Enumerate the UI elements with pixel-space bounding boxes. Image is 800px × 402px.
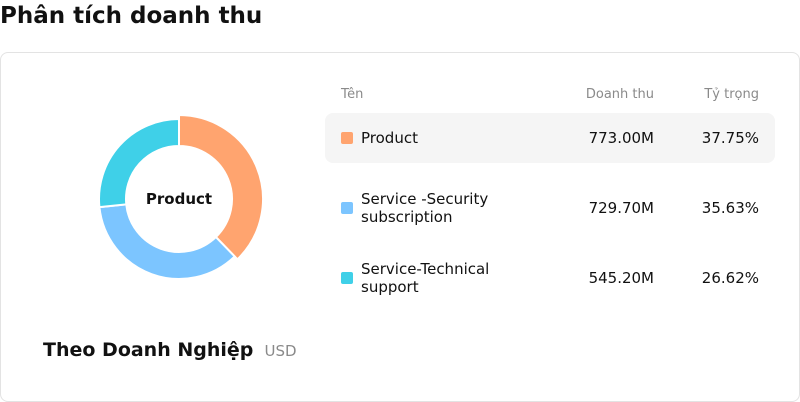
table-header: Tên Doanh thu Tỷ trọng (325, 78, 775, 113)
column-header-name: Tên (341, 87, 364, 102)
donut-slice-0[interactable] (178, 115, 263, 261)
chart-caption: Theo Doanh Nghiệp USD (43, 336, 297, 364)
table-row[interactable]: Product 773.00M 37.75% (325, 113, 775, 163)
row-share: 26.62% (701, 269, 759, 287)
table-row[interactable]: Service-Technical support 545.20M 26.62% (325, 253, 775, 303)
row-name: Product (361, 129, 418, 147)
row-revenue: 545.20M (588, 269, 654, 287)
row-revenue: 729.70M (588, 199, 654, 217)
revenue-table: Tên Doanh thu Tỷ trọng Product 773.00M 3… (325, 78, 775, 323)
table-row[interactable]: Service -Security subscription 729.70M 3… (325, 183, 775, 233)
donut-slice-1[interactable] (98, 203, 237, 280)
chart-caption-title: Theo Doanh Nghiệp (43, 339, 254, 361)
donut-slice-2[interactable] (98, 117, 180, 209)
page-title: Phân tích doanh thu (0, 3, 263, 29)
chart-caption-unit: USD (264, 342, 297, 360)
row-revenue: 773.00M (588, 129, 654, 147)
legend-swatch (341, 202, 353, 214)
row-share: 35.63% (701, 199, 759, 217)
row-share: 37.75% (701, 129, 759, 147)
row-name: Service -Security subscription (361, 190, 489, 226)
legend-swatch (341, 132, 353, 144)
donut-center-label: Product (146, 190, 212, 208)
column-header-revenue: Doanh thu (585, 87, 654, 102)
row-name: Service-Technical support (361, 260, 490, 296)
column-header-share: Tỷ trọng (704, 87, 759, 102)
donut-chart: Product (98, 115, 263, 280)
legend-swatch (341, 272, 353, 284)
